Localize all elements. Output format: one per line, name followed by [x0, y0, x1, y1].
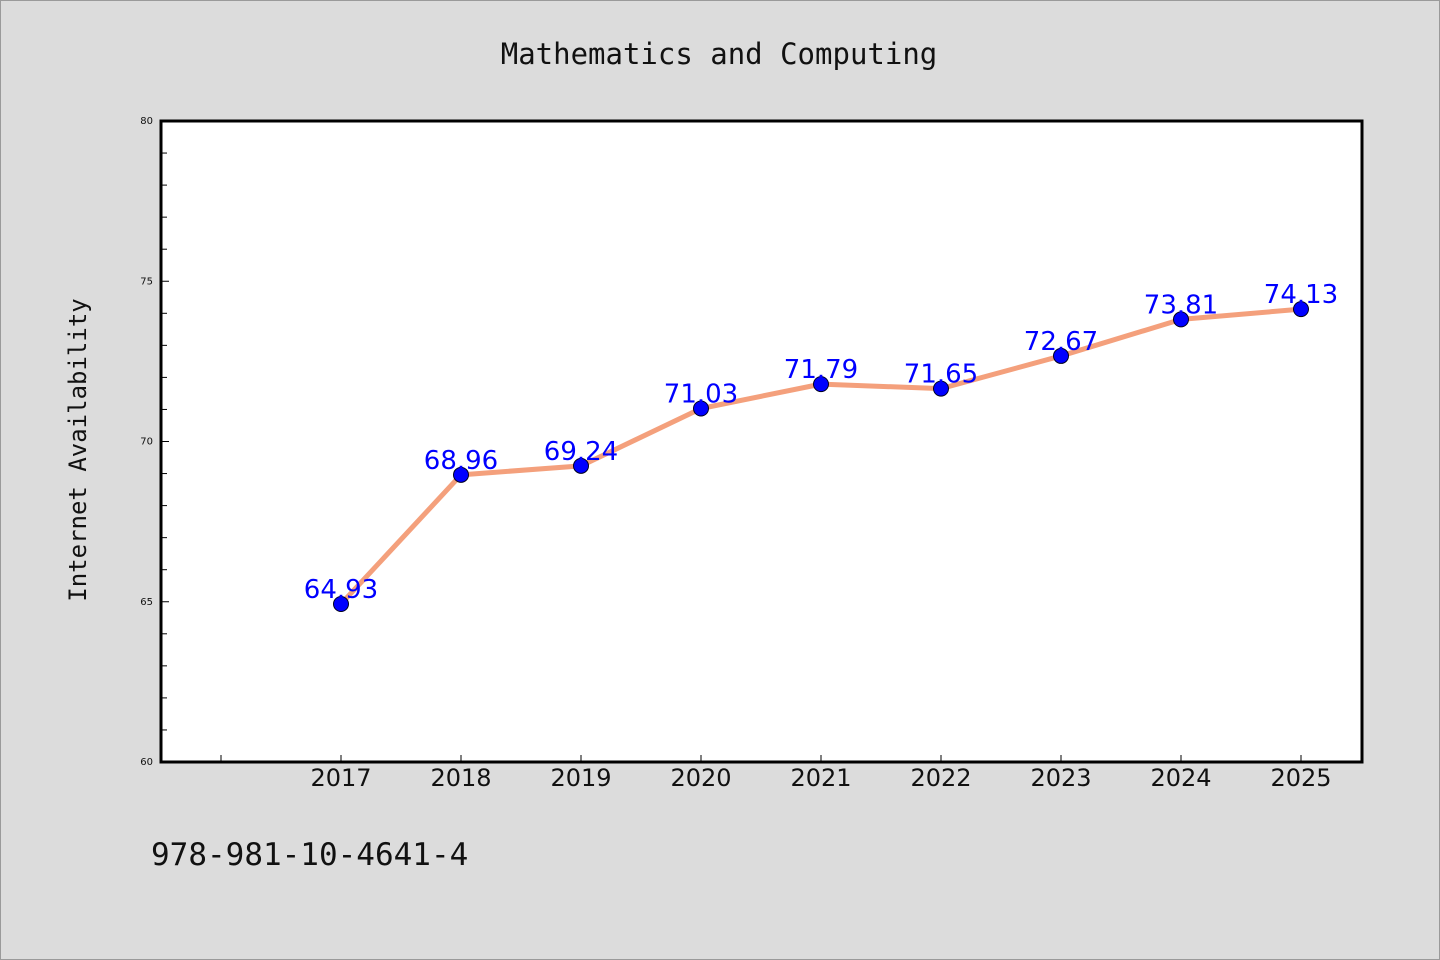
data-point: [573, 457, 589, 474]
data-point: [1173, 311, 1189, 328]
data-label: 69.24: [544, 437, 618, 467]
data-point: [1293, 301, 1309, 318]
y-tick-label: 65: [140, 597, 153, 608]
y-axis: 60 65 70 75 80: [140, 116, 169, 768]
data-label: 68.96: [424, 446, 498, 476]
chart-title: Mathematics and Computing: [501, 37, 938, 71]
x-tick-label: 2017: [310, 764, 371, 792]
x-tick-label: 2025: [1270, 764, 1331, 792]
plot-area: [159, 119, 1364, 764]
data-label: 73.81: [1144, 290, 1218, 320]
data-label: 74.13: [1264, 280, 1338, 310]
data-label: 71.65: [904, 360, 978, 390]
y-tick-label: 80: [140, 116, 153, 127]
x-tick-label: 2022: [910, 764, 971, 792]
x-tick-label: 2018: [430, 764, 491, 792]
x-tick-label: 2021: [790, 764, 851, 792]
data-point: [333, 595, 349, 612]
data-point: [453, 466, 469, 483]
y-tick-label: 75: [140, 276, 153, 287]
series-layer: 64.93 68.96 69.24 71.03 71.79 71.65 72.67 73.81…: [304, 280, 1338, 612]
data-point: [1053, 347, 1069, 364]
y-tick-label: 60: [140, 757, 153, 768]
footnote: 978-981-10-4641-4: [151, 837, 468, 873]
data-label: 71.79: [784, 355, 858, 385]
data-label: 71.03: [664, 379, 738, 409]
data-point: [693, 400, 709, 417]
y-tick-label: 70: [140, 437, 153, 448]
data-point: [813, 376, 829, 393]
y-axis-label: Internet Availability: [64, 298, 92, 601]
data-label: 72.67: [1024, 327, 1098, 357]
x-axis: 2017 2018 2019 2020 2021 2022 2023 2024 2025: [220, 755, 1332, 792]
x-tick-label: 2024: [1150, 764, 1211, 792]
x-tick-label: 2020: [670, 764, 731, 792]
x-tick-label: 2019: [550, 764, 611, 792]
data-point: [933, 380, 949, 397]
x-tick-label: 2023: [1030, 764, 1091, 792]
data-label: 64.93: [304, 575, 378, 605]
